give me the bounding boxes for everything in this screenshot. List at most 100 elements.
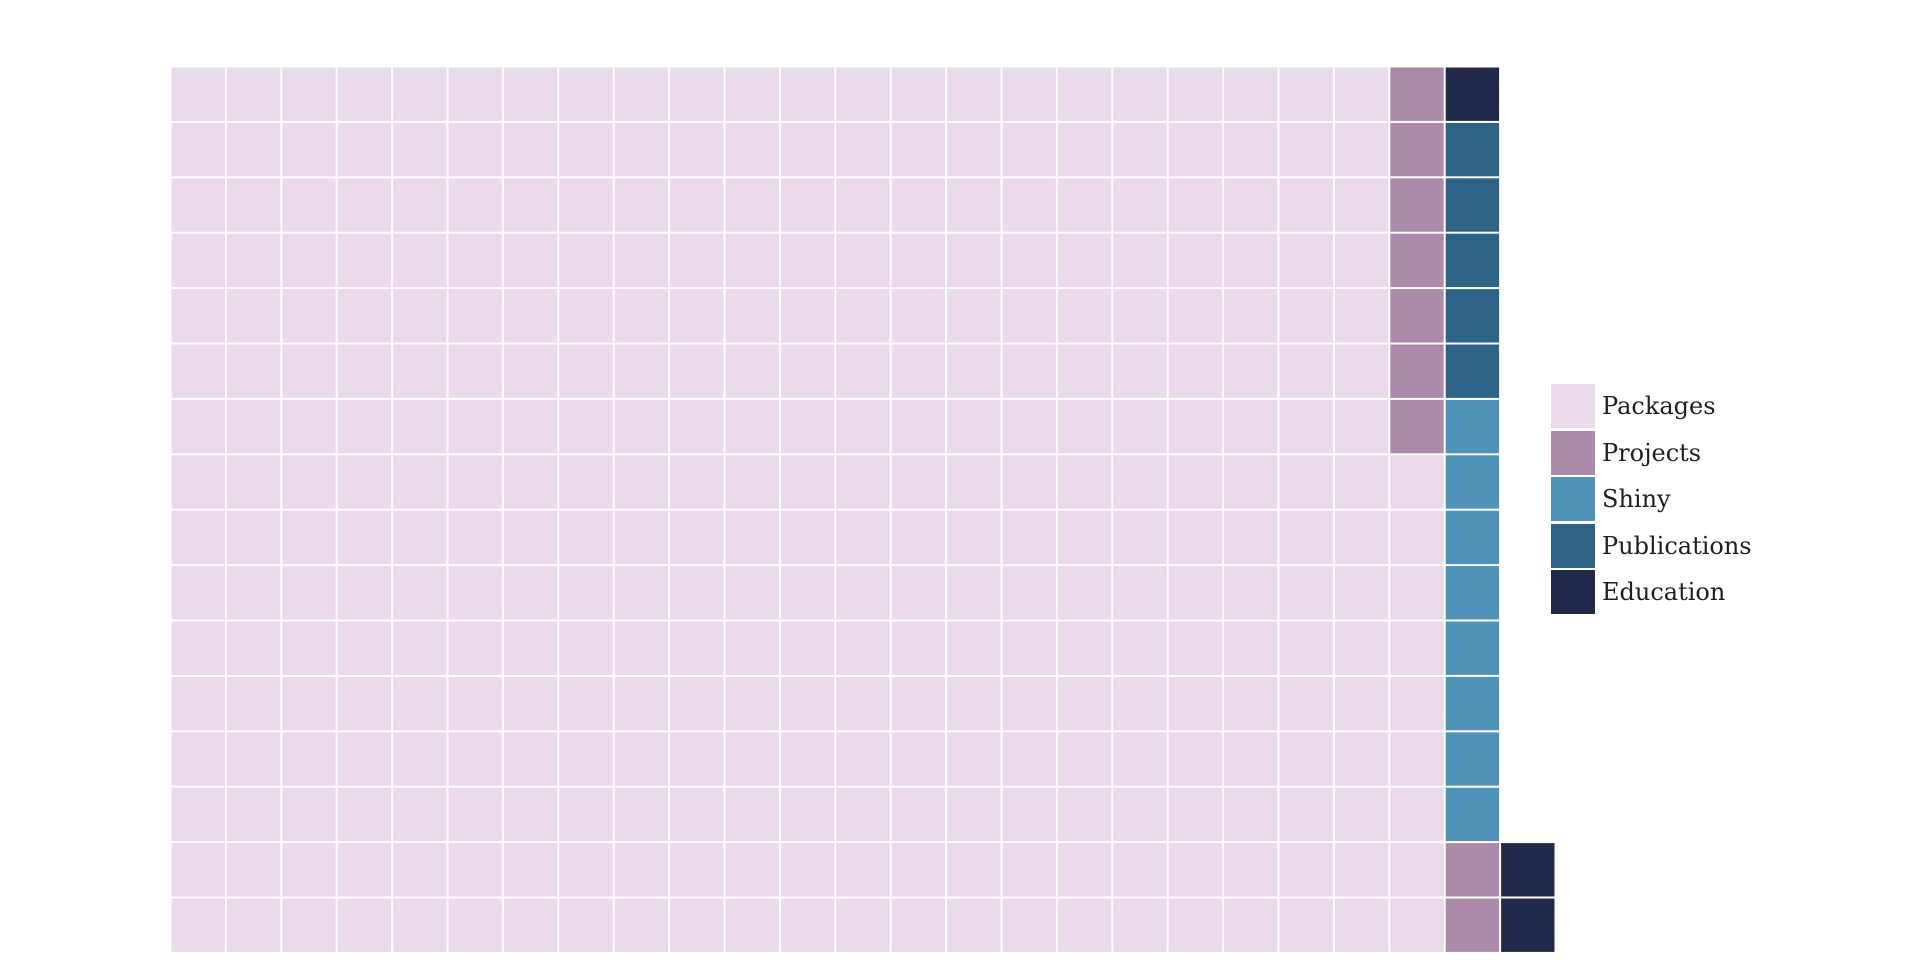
waffle-cell-packages [1002,67,1056,121]
waffle-cell-packages [1279,399,1333,454]
waffle-cell-shiny [1445,510,1500,565]
waffle-cell-packages [836,843,890,897]
waffle-cell-packages [171,344,225,398]
waffle-cell-packages [836,122,890,177]
waffle-cell-packages [393,843,447,897]
waffle-cell-packages [1057,233,1112,288]
waffle-cell-packages [1057,787,1112,842]
waffle-cell-packages [891,621,946,675]
waffle-cell-packages [559,122,613,177]
waffle-cell-packages [1057,566,1112,620]
waffle-cell-packages [448,898,502,952]
waffle-cell-packages [1334,898,1389,952]
waffle-cell-packages [1224,399,1278,454]
waffle-cell-packages [725,843,779,897]
waffle-cell-packages [725,122,779,177]
waffle-cell-shiny [1445,621,1500,675]
waffle-cell-packages [1168,289,1223,343]
waffle-cell-packages [282,898,336,952]
waffle-cell-packages [171,122,225,177]
waffle-cell-packages [337,510,392,565]
waffle-cell-packages [780,344,835,398]
legend-item-packages: Packages [1551,383,1752,430]
legend-item-projects: Projects [1551,430,1752,477]
waffle-cell-packages [1390,510,1444,565]
waffle-cell-packages [1002,122,1056,177]
waffle-cell-packages [1168,676,1223,731]
waffle-cell-packages [393,289,447,343]
waffle-cell-packages [1279,122,1333,177]
waffle-cell-packages [1057,122,1112,177]
legend-label-projects: Projects [1602,438,1702,467]
waffle-cell-packages [282,621,336,675]
waffle-cell-packages [947,898,1001,952]
waffle-cell-packages [670,676,724,731]
waffle-cell-packages [1002,566,1056,620]
waffle-cell-packages [1168,399,1223,454]
waffle-cell-packages [393,178,447,232]
waffle-cell-packages [725,344,779,398]
waffle-cell-packages [1224,233,1278,288]
waffle-cell-packages [559,843,613,897]
waffle-cell-publications [1445,289,1500,343]
waffle-cell-packages [836,621,890,675]
waffle-cell-packages [1002,399,1056,454]
waffle-cell-packages [891,233,946,288]
waffle-cell-packages [1113,344,1167,398]
waffle-cell-packages [282,455,336,509]
waffle-cell-packages [393,399,447,454]
waffle-cell-packages [670,399,724,454]
waffle-cell-packages [226,787,281,842]
waffle-cell-packages [614,455,669,509]
waffle-cell-packages [614,510,669,565]
waffle-cell-projects [1390,67,1444,121]
waffle-cell-packages [226,122,281,177]
waffle-cell-packages [947,566,1001,620]
waffle-cell-publications [1445,178,1500,232]
waffle-cell-packages [1057,67,1112,121]
waffle-cell-packages [1057,510,1112,565]
waffle-cell-packages [670,233,724,288]
waffle-cell-packages [780,455,835,509]
waffle-cell-packages [780,732,835,786]
waffle-cell-packages [448,732,502,786]
waffle-cell-packages [503,122,558,177]
waffle-cell-packages [780,676,835,731]
waffle-cell-packages [448,399,502,454]
waffle-cell-packages [282,732,336,786]
waffle-cell-packages [226,399,281,454]
waffle-cell-packages [1390,455,1444,509]
waffle-cell-packages [448,455,502,509]
waffle-cell-packages [559,898,613,952]
waffle-cell-packages [226,566,281,620]
legend-label-publications: Publications [1602,531,1752,560]
waffle-cell-packages [947,67,1001,121]
waffle-cell-packages [1002,233,1056,288]
waffle-cell-publications [1445,233,1500,288]
waffle-cell-packages [448,566,502,620]
waffle-cell-packages [393,566,447,620]
waffle-cell-packages [337,289,392,343]
waffle-cell-shiny [1445,676,1500,731]
waffle-cell-packages [947,787,1001,842]
waffle-cell-packages [1113,566,1167,620]
waffle-cell-packages [1113,455,1167,509]
waffle-cell-packages [1002,178,1056,232]
waffle-cell-packages [891,732,946,786]
waffle-cell-packages [1113,787,1167,842]
waffle-cell-packages [226,898,281,952]
waffle-cell-packages [614,566,669,620]
waffle-cell-projects [1390,344,1444,398]
waffle-cell-packages [448,178,502,232]
waffle-cell-packages [226,455,281,509]
waffle-cell-packages [1002,455,1056,509]
waffle-cell-packages [448,122,502,177]
waffle-cell-packages [503,510,558,565]
waffle-cell-packages [780,233,835,288]
waffle-cell-packages [891,566,946,620]
waffle-cell-packages [559,67,613,121]
waffle-cell-packages [1279,566,1333,620]
waffle-cell-packages [725,676,779,731]
waffle-cell-packages [393,122,447,177]
waffle-cell-packages [1168,122,1223,177]
